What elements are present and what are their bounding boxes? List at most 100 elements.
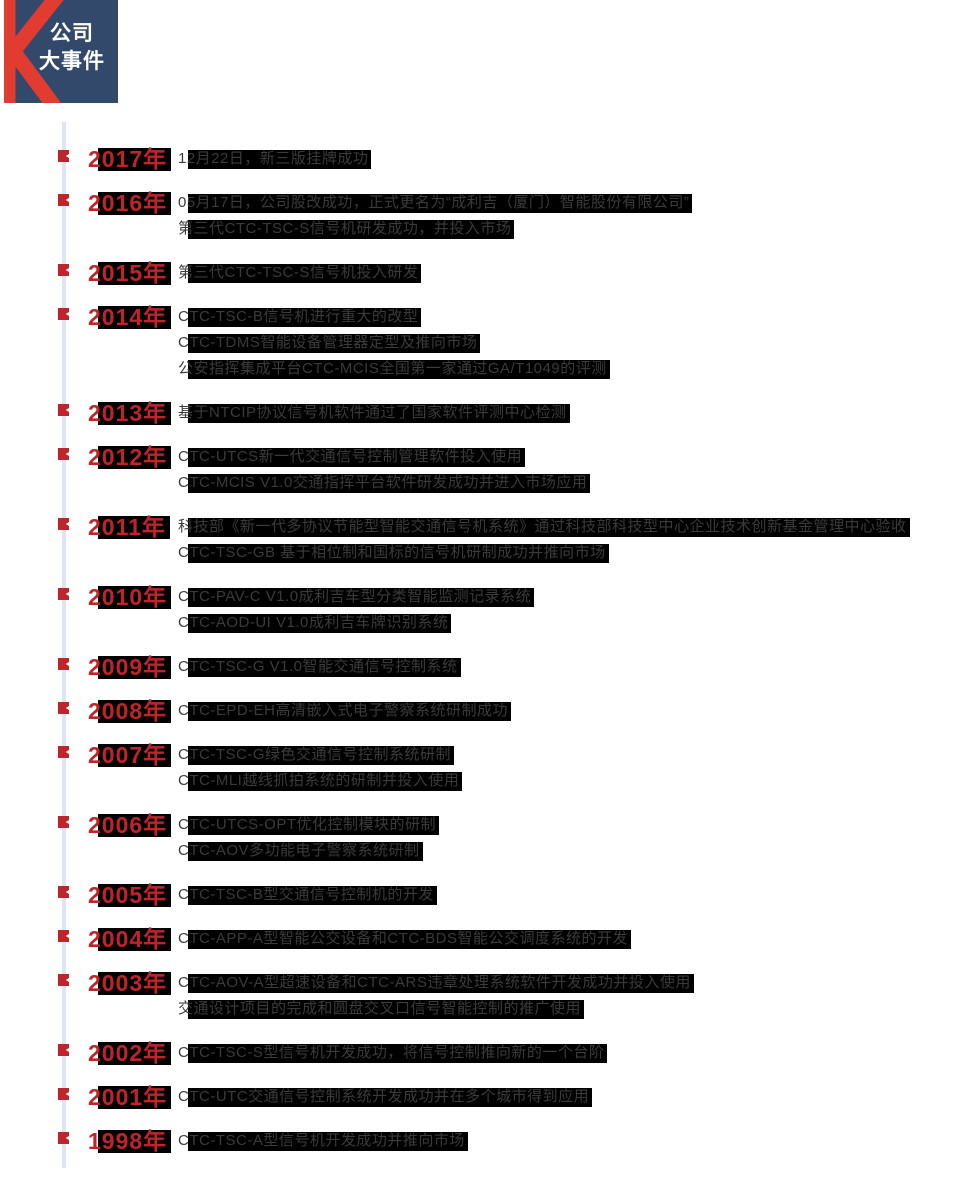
event-descriptions: 12月22日，新三版挂牌成功 <box>178 146 950 172</box>
year-marker-icon <box>58 1088 69 1100</box>
event-text: CTC-TSC-B信号机进行重大的改型 <box>178 304 422 330</box>
year-cell: 2002年 <box>88 1040 178 1066</box>
event-line: CTC-TSC-GB 基于相位制和国标的信号机研制成功并推向市场 <box>178 540 950 566</box>
year-label: 1998年 <box>88 1128 172 1154</box>
event-line: CTC-TDMS智能设备管理器定型及推向市场 <box>178 330 950 356</box>
event-text: 12月22日，新三版挂牌成功 <box>178 146 372 172</box>
event-text: CTC-APP-A型智能公交设备和CTC-BDS智能公交调度系统的开发 <box>178 926 632 952</box>
badge-title-line1: 公司 <box>50 22 94 45</box>
year-label: 2002年 <box>88 1040 172 1066</box>
marker-cell <box>0 882 88 908</box>
year-cell: 1998年 <box>88 1128 178 1154</box>
year-marker-icon <box>58 702 69 714</box>
timeline-entry: 2011年 科技部《新一代多协议节能型智能交通信号机系统》通过科技部科技型中心企… <box>0 514 950 566</box>
year-cell: 2004年 <box>88 926 178 952</box>
event-descriptions: 第三代CTC-TSC-S信号机投入研发 <box>178 260 950 286</box>
event-text: CTC-TSC-S型信号机开发成功，将信号控制推向新的一个台阶 <box>178 1040 608 1066</box>
event-text: CTC-TSC-G V1.0智能交通信号控制系统 <box>178 654 461 680</box>
timeline: 2017年 12月22日，新三版挂牌成功 2016年 05月17日，公司股改成功… <box>0 146 950 1172</box>
timeline-entry: 2016年 05月17日，公司股改成功，正式更名为“成利吉（厦门）智能股份有限公… <box>0 190 950 242</box>
event-line: 交通设计项目的完成和圆盘交叉口信号智能控制的推广使用 <box>178 996 950 1022</box>
year-marker-icon <box>58 308 69 320</box>
timeline-entry: 2012年 CTC-UTCS新一代交通信号控制管理软件投入使用 CTC-MCIS … <box>0 444 950 496</box>
timeline-entry: 2014年 CTC-TSC-B信号机进行重大的改型 CTC-TDMS智能设备管理器… <box>0 304 950 382</box>
event-line: CTC-UTCS-OPT优化控制模块的研制 <box>178 812 950 838</box>
timeline-entry: 2017年 12月22日，新三版挂牌成功 <box>0 146 950 172</box>
event-line: CTC-TSC-A型信号机开发成功并推向市场 <box>178 1128 950 1154</box>
marker-cell <box>0 514 88 566</box>
timeline-entry: 1998年 CTC-TSC-A型信号机开发成功并推向市场 <box>0 1128 950 1154</box>
year-label: 2017年 <box>88 146 172 172</box>
year-cell: 2012年 <box>88 444 178 496</box>
marker-cell <box>0 698 88 724</box>
badge-title-line2: 大事件 <box>39 50 105 73</box>
event-descriptions: CTC-TSC-B信号机进行重大的改型 CTC-TDMS智能设备管理器定型及推向市… <box>178 304 950 382</box>
year-marker-icon <box>58 886 69 898</box>
event-line: 12月22日，新三版挂牌成功 <box>178 146 950 172</box>
year-label: 2001年 <box>88 1084 172 1110</box>
year-marker-icon <box>58 150 69 162</box>
year-marker-icon <box>58 1044 69 1056</box>
year-cell: 2005年 <box>88 882 178 908</box>
event-line: CTC-TSC-G绿色交通信号控制系统研制 <box>178 742 950 768</box>
year-label: 2015年 <box>88 260 172 286</box>
event-line: CTC-APP-A型智能公交设备和CTC-BDS智能公交调度系统的开发 <box>178 926 950 952</box>
event-descriptions: CTC-UTCS-OPT优化控制模块的研制 CTC-AOV多功能电子警察系统研制 <box>178 812 950 864</box>
timeline-entry: 2005年 CTC-TSC-B型交通信号控制机的开发 <box>0 882 950 908</box>
event-text: CTC-AOV-A型超速设备和CTC-ARS违章处理系统软件开发成功并投入使用 <box>178 970 694 996</box>
marker-cell <box>0 400 88 426</box>
year-cell: 2014年 <box>88 304 178 382</box>
year-marker-icon <box>58 264 69 276</box>
marker-cell <box>0 444 88 496</box>
event-line: 基于NTCIP协议信号机软件通过了国家软件评测中心检测 <box>178 400 950 426</box>
event-line: CTC-AOD-UI V1.0成利吉车牌识别系统 <box>178 610 950 636</box>
event-text: CTC-UTCS-OPT优化控制模块的研制 <box>178 812 439 838</box>
year-cell: 2011年 <box>88 514 178 566</box>
event-descriptions: 科技部《新一代多协议节能型智能交通信号机系统》通过科技部科技型中心企业技术创新基… <box>178 514 950 566</box>
year-cell: 2001年 <box>88 1084 178 1110</box>
event-line: CTC-MCIS V1.0交通指挥平台软件研发成功并进入市场应用 <box>178 470 950 496</box>
event-text: 05月17日，公司股改成功，正式更名为“成利吉（厦门）智能股份有限公司” <box>178 190 693 216</box>
event-text: 基于NTCIP协议信号机软件通过了国家软件评测中心检测 <box>178 400 570 426</box>
k-logo-icon <box>4 0 64 103</box>
year-marker-icon <box>58 588 69 600</box>
event-descriptions: CTC-TSC-G V1.0智能交通信号控制系统 <box>178 654 950 680</box>
year-cell: 2017年 <box>88 146 178 172</box>
timeline-entry: 2013年 基于NTCIP协议信号机软件通过了国家软件评测中心检测 <box>0 400 950 426</box>
event-text: 交通设计项目的完成和圆盘交叉口信号智能控制的推广使用 <box>178 996 585 1022</box>
event-descriptions: CTC-AOV-A型超速设备和CTC-ARS违章处理系统软件开发成功并投入使用交… <box>178 970 950 1022</box>
event-line: CTC-UTCS新一代交通信号控制管理软件投入使用 <box>178 444 950 470</box>
year-cell: 2007年 <box>88 742 178 794</box>
year-marker-icon <box>58 974 69 986</box>
year-label: 2010年 <box>88 584 172 610</box>
event-text: 公安指挥集成平台CTC-MCIS全国第一家通过GA/T1049的评测 <box>178 356 610 382</box>
year-label: 2016年 <box>88 190 172 216</box>
event-text: CTC-AOD-UI V1.0成利吉车牌识别系统 <box>178 610 452 636</box>
year-marker-icon <box>58 404 69 416</box>
marker-cell <box>0 146 88 172</box>
event-text: CTC-MCIS V1.0交通指挥平台软件研发成功并进入市场应用 <box>178 470 591 496</box>
timeline-entry: 2007年 CTC-TSC-G绿色交通信号控制系统研制 CTC-MLI越线抓拍系统… <box>0 742 950 794</box>
event-descriptions: 05月17日，公司股改成功，正式更名为“成利吉（厦门）智能股份有限公司” 第三代C… <box>178 190 950 242</box>
event-line: CTC-AOV-A型超速设备和CTC-ARS违章处理系统软件开发成功并投入使用 <box>178 970 950 996</box>
event-descriptions: CTC-APP-A型智能公交设备和CTC-BDS智能公交调度系统的开发 <box>178 926 950 952</box>
year-label: 2013年 <box>88 400 172 426</box>
event-line: CTC-TSC-S型信号机开发成功，将信号控制推向新的一个台阶 <box>178 1040 950 1066</box>
year-label: 2012年 <box>88 444 172 470</box>
event-line: CTC-UTC交通信号控制系统开发成功并在多个城市得到应用 <box>178 1084 950 1110</box>
event-descriptions: CTC-TSC-S型信号机开发成功，将信号控制推向新的一个台阶 <box>178 1040 950 1066</box>
badge-title: 公司 大事件 <box>34 20 110 76</box>
timeline-entry: 2002年 CTC-TSC-S型信号机开发成功，将信号控制推向新的一个台阶 <box>0 1040 950 1066</box>
timeline-line <box>62 122 66 1168</box>
year-marker-icon <box>58 1132 69 1144</box>
year-cell: 2016年 <box>88 190 178 242</box>
event-line: 第三代CTC-TSC-S信号机研发成功，并投入市场 <box>178 216 950 242</box>
event-descriptions: CTC-TSC-A型信号机开发成功并推向市场 <box>178 1128 950 1154</box>
event-descriptions: CTC-EPD-EH高清嵌入式电子警察系统研制成功 <box>178 698 950 724</box>
event-text: 第三代CTC-TSC-S信号机研发成功，并投入市场 <box>178 216 515 242</box>
timeline-entry: 2015年 第三代CTC-TSC-S信号机投入研发 <box>0 260 950 286</box>
company-events-badge: 公司 大事件 <box>4 0 118 103</box>
year-cell: 2009年 <box>88 654 178 680</box>
event-line: 05月17日，公司股改成功，正式更名为“成利吉（厦门）智能股份有限公司” <box>178 190 950 216</box>
event-text: CTC-TSC-GB 基于相位制和国标的信号机研制成功并推向市场 <box>178 540 609 566</box>
